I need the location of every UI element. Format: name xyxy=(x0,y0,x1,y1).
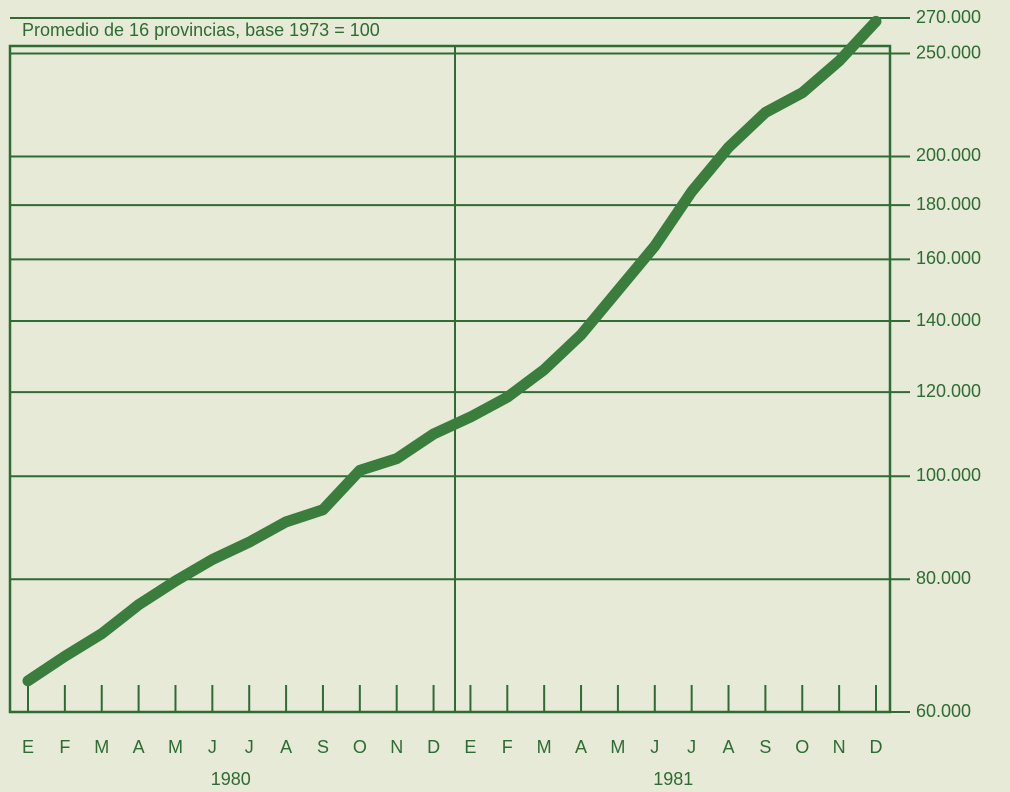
y-tick-label: 200.000 xyxy=(916,145,981,165)
y-tick-label: 80.000 xyxy=(916,568,971,588)
x-tick-label: M xyxy=(610,737,625,757)
x-tick-label: E xyxy=(22,737,34,757)
data-line xyxy=(22,15,882,687)
plot-frame xyxy=(8,44,892,714)
y-tick-label: 140.000 xyxy=(916,310,981,330)
x-tick-label: A xyxy=(723,737,735,757)
y-tick-label: 160.000 xyxy=(916,248,981,268)
x-tick-label: A xyxy=(575,737,587,757)
x-tick-label: M xyxy=(537,737,552,757)
y-tick-label: 60.000 xyxy=(916,701,971,721)
x-tick-label: A xyxy=(280,737,292,757)
x-tick-label: S xyxy=(317,737,329,757)
x-tick-label: N xyxy=(833,737,846,757)
y-tick-label: 180.000 xyxy=(916,194,981,214)
x-tick-label: J xyxy=(687,737,696,757)
year-label: 1980 xyxy=(211,769,251,789)
x-tick-label: E xyxy=(464,737,476,757)
x-tick-label: A xyxy=(133,737,145,757)
y-tick-label: 250.000 xyxy=(916,42,981,62)
x-tick-label: O xyxy=(353,737,367,757)
y-tick-label: 100.000 xyxy=(916,465,981,485)
y-tick-label: 270.000 xyxy=(916,7,981,27)
x-tick-label: D xyxy=(427,737,440,757)
y-tick-label: 120.000 xyxy=(916,381,981,401)
x-tick-label: M xyxy=(94,737,109,757)
x-tick-label: D xyxy=(870,737,883,757)
x-tick-label: J xyxy=(245,737,254,757)
x-tick-label: N xyxy=(390,737,403,757)
x-tick-label: J xyxy=(650,737,659,757)
x-tick-label: S xyxy=(759,737,771,757)
x-tick-label: F xyxy=(59,737,70,757)
x-tick-label: M xyxy=(168,737,183,757)
chart-title: Promedio de 16 provincias, base 1973 = 1… xyxy=(22,20,380,40)
x-tick-label: O xyxy=(795,737,809,757)
x-tick-label: J xyxy=(208,737,217,757)
x-tick-label: F xyxy=(502,737,513,757)
year-label: 1981 xyxy=(653,769,693,789)
